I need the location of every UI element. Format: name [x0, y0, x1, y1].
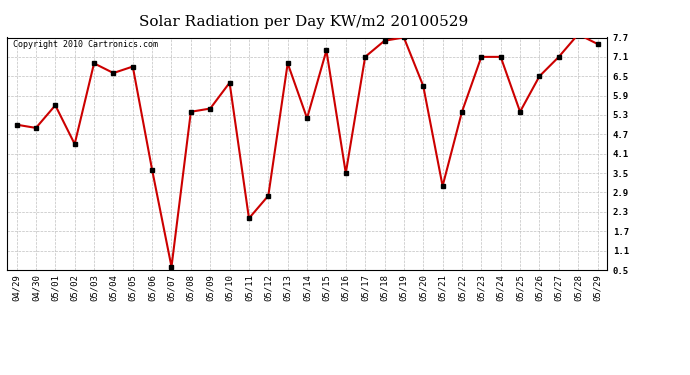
Text: Solar Radiation per Day KW/m2 20100529: Solar Radiation per Day KW/m2 20100529 — [139, 15, 469, 29]
Text: Copyright 2010 Cartronics.com: Copyright 2010 Cartronics.com — [13, 40, 158, 49]
